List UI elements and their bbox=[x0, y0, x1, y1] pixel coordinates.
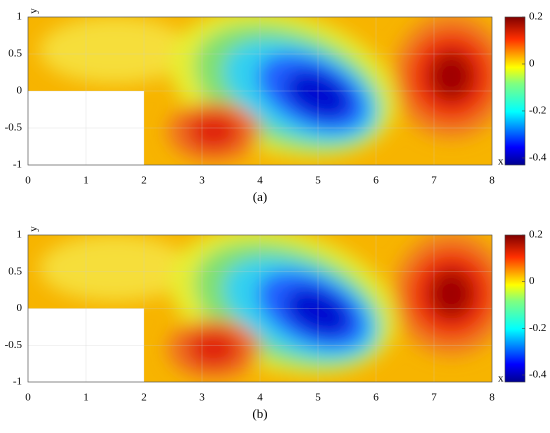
colorbar-tick-label: 0 bbox=[529, 275, 535, 287]
field-region bbox=[39, 17, 191, 84]
y-tick-label: 0.5 bbox=[8, 48, 22, 60]
colorbar-tick-label: -0.4 bbox=[529, 369, 547, 381]
x-tick-label: 5 bbox=[315, 392, 321, 404]
colorbar bbox=[504, 16, 526, 166]
field-blobs bbox=[39, 17, 492, 162]
field-region bbox=[428, 50, 475, 103]
x-tick-label: 6 bbox=[373, 175, 379, 187]
field-blobs bbox=[39, 235, 492, 379]
caption: (a) bbox=[253, 189, 267, 204]
y-tick-label: 1 bbox=[17, 11, 23, 23]
y-tick-label: -0.5 bbox=[5, 122, 23, 134]
colorbar-tick-label: -0.2 bbox=[529, 104, 546, 116]
x-tick-label: 3 bbox=[199, 392, 205, 404]
x-tick-label: 8 bbox=[489, 392, 495, 404]
colorbar-tick-label: 0.2 bbox=[529, 11, 543, 23]
x-tick-label: 7 bbox=[431, 175, 437, 187]
field-region bbox=[187, 113, 240, 151]
field-region bbox=[428, 268, 475, 320]
y-tick-label: -1 bbox=[13, 376, 22, 388]
y-tick-label: 1 bbox=[17, 229, 23, 241]
x-tick-label: 0 bbox=[25, 392, 31, 404]
x-tick-label: 4 bbox=[257, 175, 263, 187]
caption: (b) bbox=[252, 406, 267, 421]
colorbar-tick-label: 0 bbox=[529, 58, 535, 70]
colorbar bbox=[504, 234, 526, 383]
x-tick-label: 0 bbox=[25, 175, 31, 187]
x-tick-label: 6 bbox=[373, 392, 379, 404]
y-tick-label: -1 bbox=[13, 159, 22, 171]
x-tick-label: 5 bbox=[315, 175, 321, 187]
x-tick-label: 2 bbox=[141, 392, 147, 404]
y-axis-label: y bbox=[28, 226, 40, 232]
plot-panel: 0 1 2 3 4 5 6 7 8 -1 -0.5 0 0.5 1 x y (a) -0.4 -0.2 0 0.2 bbox=[5, 8, 547, 204]
y-tick-label: 0 bbox=[17, 85, 23, 97]
x-axis-label: x bbox=[498, 156, 504, 168]
colorbar-tick-label: -0.4 bbox=[529, 151, 547, 163]
x-tick-label: 3 bbox=[199, 175, 205, 187]
colorbar-tick-label: 0.2 bbox=[529, 229, 543, 241]
plot-frame bbox=[27, 234, 493, 383]
x-tick-label: 2 bbox=[141, 175, 147, 187]
y-tick-label: 0 bbox=[17, 302, 23, 314]
x-axis-label: x bbox=[498, 373, 504, 385]
field-region bbox=[39, 235, 191, 302]
x-tick-label: 8 bbox=[489, 175, 495, 187]
x-tick-label: 1 bbox=[83, 392, 89, 404]
field-region bbox=[187, 330, 240, 368]
y-tick-label: 0.5 bbox=[8, 265, 22, 277]
plot-frame bbox=[27, 16, 493, 166]
x-tick-label: 7 bbox=[431, 392, 437, 404]
x-tick-label: 1 bbox=[83, 175, 89, 187]
plot-panel: 0 1 2 3 4 5 6 7 8 -1 -0.5 0 0.5 1 x y (b) -0.4 -0.2 0 0.2 bbox=[5, 226, 547, 421]
y-axis-label: y bbox=[28, 8, 40, 14]
y-tick-label: -0.5 bbox=[5, 339, 23, 351]
colorbar-tick-label: -0.2 bbox=[529, 322, 546, 334]
x-tick-label: 4 bbox=[257, 392, 263, 404]
